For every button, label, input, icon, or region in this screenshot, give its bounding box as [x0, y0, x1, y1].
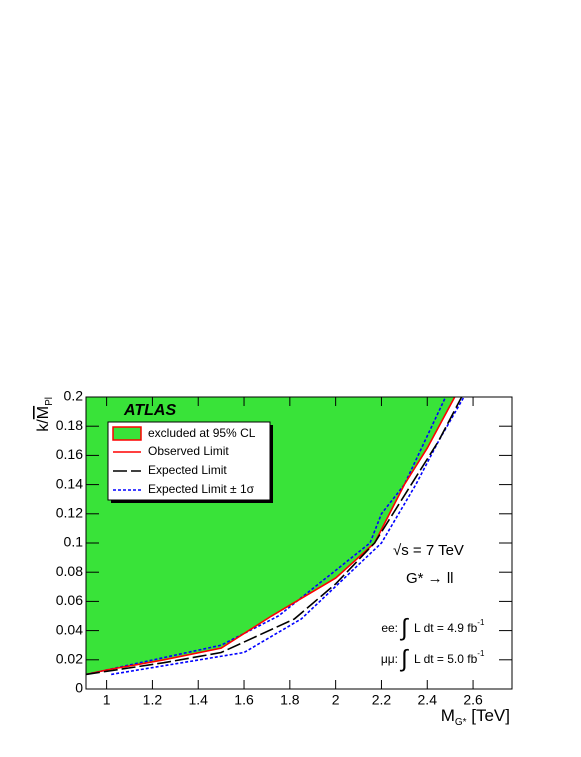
lumi-channel: ee:	[381, 621, 398, 635]
x-tick-label: 2.4	[418, 692, 438, 708]
x-axis-label: MG* [TeV]	[441, 706, 510, 727]
y-tick-label: 0.12	[56, 505, 83, 521]
x-tick-label: 1	[103, 692, 111, 708]
lumi-value: L dt = 5.0 fb	[414, 652, 478, 666]
x-tick-label: 1.4	[188, 692, 208, 708]
legend-label: Observed Limit	[148, 444, 229, 458]
y-tick-label: 0.1	[64, 534, 84, 550]
limit-line	[86, 397, 463, 676]
process-label: G* → ll	[406, 570, 454, 587]
energy-label: √s = 7 TeV	[393, 542, 464, 559]
y-tick-label: 0.16	[56, 446, 83, 462]
x-tick-label: 1.6	[234, 692, 254, 708]
legend-label: Expected Limit	[148, 463, 227, 477]
y-tick-label: 0	[75, 680, 83, 696]
lumi-value: L dt = 4.9 fb	[414, 621, 478, 635]
lumi-exp: -1	[477, 618, 485, 627]
y-tick-label: 0.18	[56, 417, 83, 433]
y-axis-label: k/MPl	[35, 397, 54, 432]
legend-label: Expected Limit ± 1σ	[148, 482, 255, 496]
lumi-channel: μμ:	[381, 652, 398, 666]
x-tick-label: 2.6	[463, 692, 483, 708]
y-tick-label: 0.2	[64, 388, 84, 404]
y-tick-label: 0.14	[56, 475, 83, 491]
legend-label: excluded at 95% CL	[148, 426, 256, 440]
y-label-sub: Pl	[44, 397, 55, 406]
lumi-integral: ∫	[399, 614, 409, 641]
y-tick-label: 0.04	[56, 621, 83, 637]
lumi-exp: -1	[477, 649, 485, 658]
y-tick-label: 0.08	[56, 563, 83, 579]
experiment-label: ATLAS	[123, 402, 176, 419]
band-lower-line	[111, 397, 465, 676]
lumi-text: L dt = 4.9 fb-1	[414, 618, 485, 635]
x-tick-label: 1.2	[143, 692, 163, 708]
x-label-sub: G*	[455, 717, 467, 728]
x-label-unit: [TeV]	[467, 706, 510, 725]
x-tick-label: 2	[332, 692, 340, 708]
y-label-pre: k/	[35, 419, 52, 432]
limit-line	[86, 397, 456, 676]
x-tick-label: 2.2	[372, 692, 392, 708]
x-tick-label: 1.8	[280, 692, 300, 708]
lumi-text: L dt = 5.0 fb-1	[414, 649, 485, 666]
y-label-main: M	[35, 406, 52, 419]
y-tick-label: 0.06	[56, 592, 83, 608]
lumi-integral: ∫	[399, 645, 409, 672]
y-tick-label: 0.02	[56, 651, 83, 667]
legend-swatch	[112, 426, 142, 441]
x-label-main: M	[441, 706, 455, 725]
